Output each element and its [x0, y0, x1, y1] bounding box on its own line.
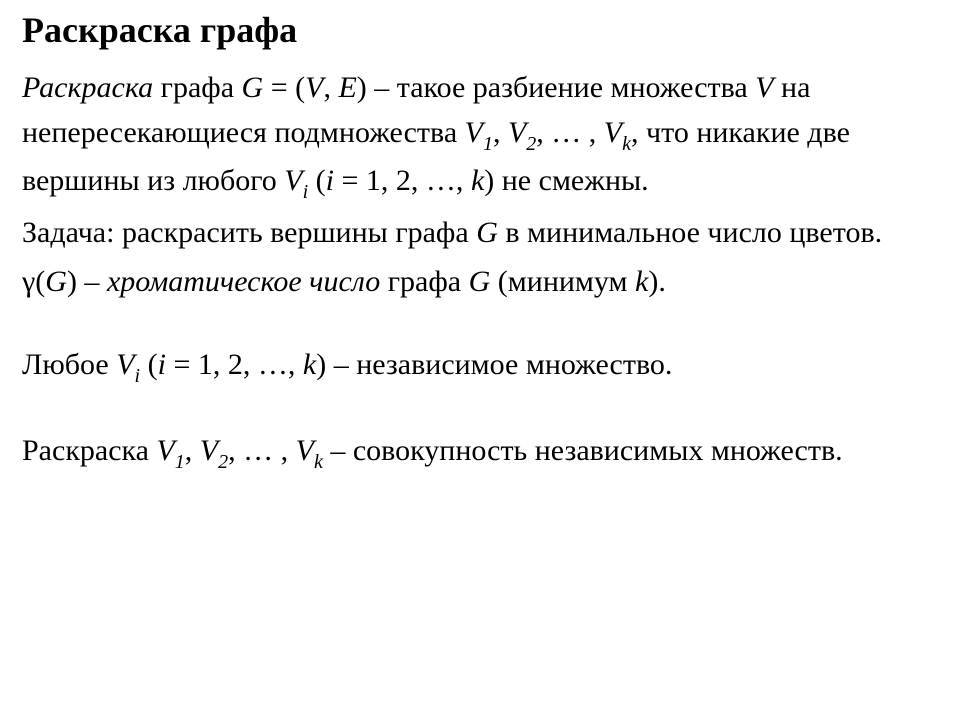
var-V: V — [305, 71, 323, 104]
var-V1: V — [465, 116, 483, 149]
independent-set-paragraph: Любое Vi (i = 1, 2, …, k) – независимое … — [22, 342, 938, 390]
var-k: k — [471, 164, 484, 197]
var-k: k — [635, 265, 648, 298]
text: Любое — [22, 348, 116, 381]
var-G: G — [242, 71, 264, 104]
sub-i: i — [303, 181, 309, 203]
sub-i: i — [135, 365, 141, 387]
text: = ( — [263, 71, 305, 104]
text: – совокупность независимых множеств. — [323, 434, 843, 467]
chromatic-paragraph: γ(G) – хроматическое число графа G (мини… — [22, 259, 938, 304]
text: , — [493, 116, 508, 149]
text: , — [185, 434, 200, 467]
var-Vi: V — [116, 348, 134, 381]
var-k: k — [303, 348, 316, 381]
text: Задача: раскрасить вершины графа — [22, 216, 476, 249]
text: ) – такое разбиение множества — [357, 71, 755, 104]
var-V2: V — [200, 434, 218, 467]
var-Vi: V — [284, 164, 302, 197]
text: ( — [35, 265, 45, 298]
var-V2: V — [508, 116, 526, 149]
text: , … , — [228, 434, 296, 467]
text: ( — [140, 348, 158, 381]
sub-k: k — [314, 451, 323, 473]
term-italic: Раскраска — [22, 71, 153, 104]
text: = 1, 2, …, — [166, 348, 303, 381]
var-Vk: V — [296, 434, 314, 467]
text: , — [323, 71, 338, 104]
text: ) – — [67, 265, 107, 298]
text: , … , — [536, 116, 604, 149]
var-V1: V — [156, 434, 174, 467]
text: ) – независимое множество. — [316, 348, 672, 381]
text: (минимум — [490, 265, 635, 298]
text: графа — [380, 265, 468, 298]
var-V: V — [755, 71, 773, 104]
var-G: G — [476, 216, 498, 249]
text: ). — [648, 265, 666, 298]
page-title: Раскраска графа — [22, 10, 938, 51]
sub-k: k — [622, 133, 631, 155]
text: = 1, 2, …, — [334, 164, 471, 197]
symbol-gamma: γ — [22, 265, 35, 298]
var-i: i — [158, 348, 166, 381]
text: в минимальное число цветов. — [498, 216, 882, 249]
text: Раскраска — [22, 434, 156, 467]
sub-2: 2 — [526, 133, 536, 155]
var-G: G — [45, 265, 67, 298]
sub-2: 2 — [218, 451, 228, 473]
var-E: E — [338, 71, 356, 104]
var-i: i — [326, 164, 334, 197]
text: ( — [308, 164, 326, 197]
sub-1: 1 — [175, 451, 185, 473]
term-italic: хроматическое число — [107, 265, 380, 298]
task-paragraph: Задача: раскрасить вершины графа G в мин… — [22, 210, 938, 255]
sub-1: 1 — [483, 133, 493, 155]
var-Vk: V — [604, 116, 622, 149]
coloring-sets-paragraph: Раскраска V1, V2, … , Vk – совокупность … — [22, 428, 938, 476]
var-G: G — [469, 265, 491, 298]
slide: Раскраска графа Раскраска графа G = (V, … — [0, 0, 960, 490]
text: графа — [153, 71, 241, 104]
definition-paragraph: Раскраска графа G = (V, E) – такое разби… — [22, 65, 938, 206]
text: ) не смежны. — [484, 164, 648, 197]
